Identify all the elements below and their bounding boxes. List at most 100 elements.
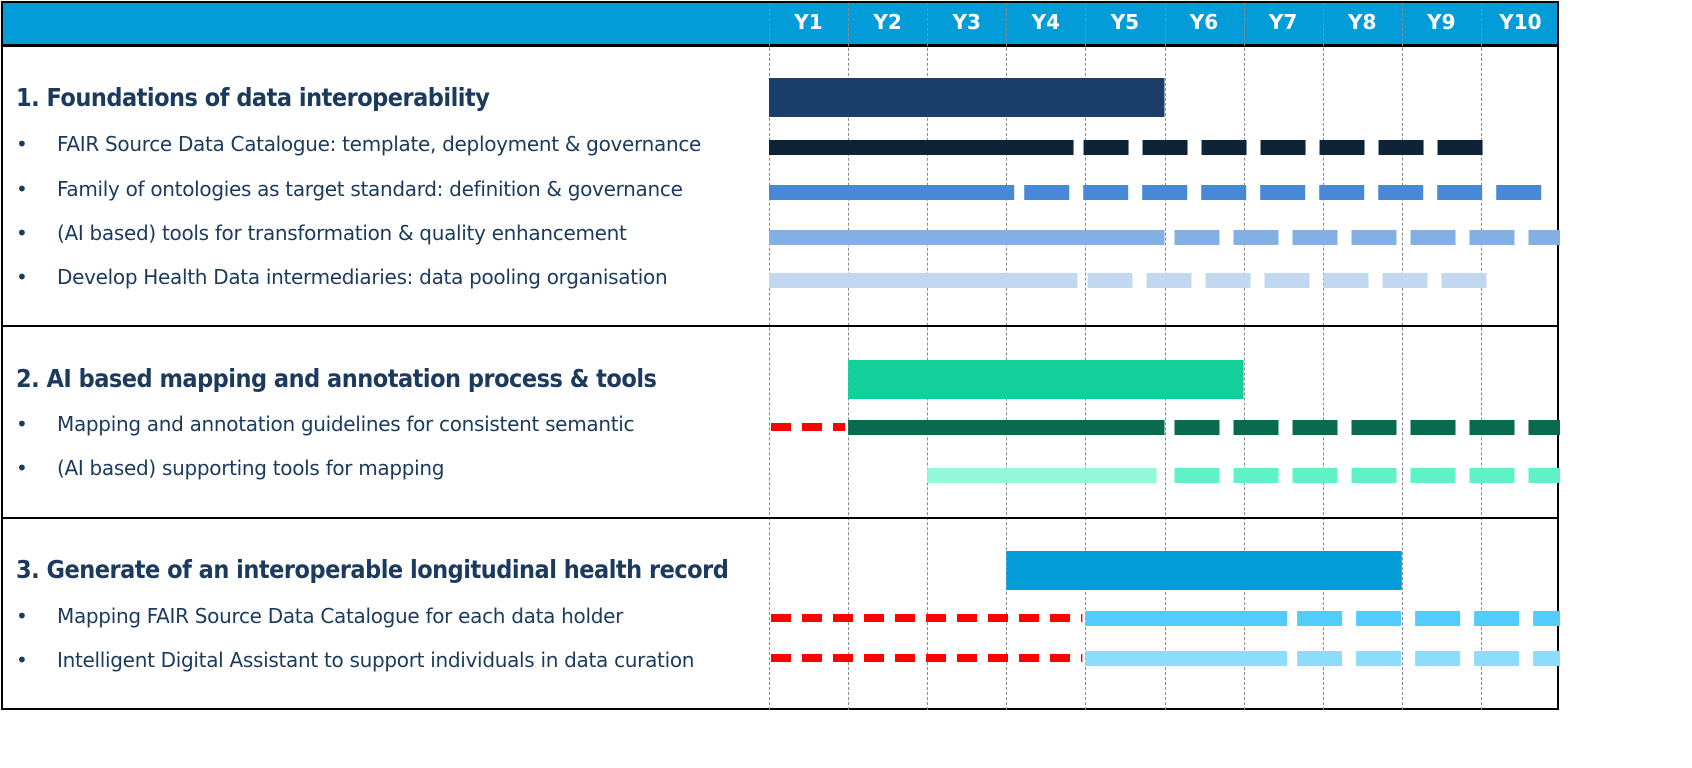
task-dash-segment bbox=[1323, 273, 1369, 288]
year-label: Y5 bbox=[1110, 10, 1140, 34]
task-dash-segment bbox=[1083, 185, 1129, 200]
task-dash-segment bbox=[1474, 611, 1520, 626]
year-label: Y8 bbox=[1347, 10, 1377, 34]
section-title: 1. Foundations of data interoperability bbox=[16, 83, 490, 112]
year-label: Y3 bbox=[952, 10, 981, 34]
task-dash-segment bbox=[1142, 185, 1188, 200]
year-label: Y1 bbox=[794, 10, 823, 34]
lead-in-dash bbox=[957, 654, 977, 662]
gridline bbox=[1085, 3, 1087, 710]
lead-in-dash bbox=[771, 654, 791, 662]
task-dash-segment bbox=[1174, 230, 1220, 245]
task-label-text: Intelligent Digital Assistant to support… bbox=[57, 648, 695, 672]
lead-in-dash bbox=[957, 614, 977, 622]
task-dash-segment bbox=[1351, 420, 1397, 435]
lead-in-dash bbox=[802, 423, 822, 431]
gridline bbox=[1322, 3, 1324, 710]
lead-in-dash bbox=[833, 654, 853, 662]
task-label: • (AI based) supporting tools for mapping bbox=[16, 456, 445, 480]
bullet-icon: • bbox=[16, 132, 28, 156]
task-dash-segment bbox=[1415, 611, 1461, 626]
task-dash-segment bbox=[1474, 651, 1520, 666]
task-label-text: Develop Health Data intermediaries: data… bbox=[57, 265, 668, 289]
task-label-text: Mapping FAIR Source Data Catalogue for e… bbox=[57, 604, 624, 628]
task-solid-bar bbox=[1085, 651, 1288, 666]
task-dash-segment bbox=[1264, 273, 1310, 288]
task-dash-segment bbox=[1410, 230, 1456, 245]
gridline bbox=[1164, 3, 1166, 710]
gridline bbox=[1006, 3, 1008, 710]
task-label: • Mapping and annotation guidelines for c… bbox=[16, 412, 635, 436]
year-label: Y9 bbox=[1427, 10, 1456, 34]
task-dash-segment bbox=[1496, 185, 1542, 200]
task-dash-segment bbox=[1533, 651, 1560, 666]
gridline bbox=[848, 3, 850, 710]
task-dash-segment bbox=[1201, 185, 1247, 200]
task-dash-segment bbox=[1024, 185, 1070, 200]
task-label-text: (AI based) tools for transformation & qu… bbox=[57, 221, 627, 245]
task-dash-segment bbox=[1528, 230, 1560, 245]
lead-in-dash bbox=[1019, 654, 1039, 662]
gridline bbox=[1480, 3, 1482, 710]
task-label: • Family of ontologies as target standard… bbox=[16, 177, 683, 201]
task-dash-segment bbox=[1292, 468, 1338, 483]
task-label-text: Mapping and annotation guidelines for co… bbox=[57, 412, 635, 436]
lead-in-dash bbox=[864, 614, 884, 622]
lead-in-dash bbox=[926, 614, 946, 622]
task-dash-segment bbox=[1292, 230, 1338, 245]
lead-in-dash bbox=[1050, 614, 1070, 622]
gridline bbox=[1243, 3, 1245, 710]
task-dash-segment bbox=[1378, 140, 1424, 155]
task-solid-bar bbox=[769, 273, 1078, 288]
task-dash-segment bbox=[1382, 273, 1428, 288]
year-label: Y10 bbox=[1499, 10, 1542, 34]
task-label-text: (AI based) supporting tools for mapping bbox=[57, 456, 445, 480]
task-dash-segment bbox=[1087, 273, 1133, 288]
task-dash-segment bbox=[1410, 420, 1456, 435]
task-label-text: Family of ontologies as target standard:… bbox=[57, 177, 683, 201]
chart-frame bbox=[1, 1, 1559, 710]
bullet-icon: • bbox=[16, 177, 28, 201]
bullet-icon: • bbox=[16, 412, 28, 436]
phase-bar bbox=[1006, 551, 1402, 590]
task-solid-bar bbox=[1085, 611, 1288, 626]
task-dash-segment bbox=[1415, 651, 1461, 666]
task-solid-bar bbox=[769, 140, 1074, 155]
task-dash-segment bbox=[1469, 420, 1515, 435]
task-label: • (AI based) tools for transformation & q… bbox=[16, 221, 627, 245]
bullet-icon: • bbox=[16, 604, 28, 628]
task-dash-segment bbox=[1292, 420, 1338, 435]
task-dash-segment bbox=[1205, 273, 1251, 288]
task-dash-segment bbox=[1297, 651, 1343, 666]
task-dash-segment bbox=[1174, 420, 1220, 435]
task-dash-segment bbox=[1174, 468, 1220, 483]
lead-in-dash bbox=[895, 654, 915, 662]
lead-in-dash bbox=[1081, 654, 1083, 662]
section-divider bbox=[1, 325, 1559, 327]
task-dash-segment bbox=[1437, 140, 1483, 155]
section-title: 2. AI based mapping and annotation proce… bbox=[16, 364, 657, 393]
lead-in-dash bbox=[988, 654, 1008, 662]
task-solid-bar bbox=[769, 185, 1015, 200]
section-divider bbox=[1, 517, 1559, 519]
lead-in-dash bbox=[988, 614, 1008, 622]
section-title: 3. Generate of an interoperable longitud… bbox=[16, 555, 729, 584]
task-dash-segment bbox=[1233, 230, 1279, 245]
task-dash-segment bbox=[1146, 273, 1192, 288]
bullet-icon: • bbox=[16, 456, 28, 480]
task-solid-bar bbox=[848, 420, 1165, 435]
task-solid-bar bbox=[927, 468, 1157, 483]
task-dash-segment bbox=[1351, 230, 1397, 245]
task-dash-segment bbox=[1260, 140, 1306, 155]
lead-in-dash bbox=[771, 614, 791, 622]
task-dash-segment bbox=[1410, 468, 1456, 483]
task-dash-segment bbox=[1083, 140, 1129, 155]
lead-in-dash bbox=[802, 654, 822, 662]
gridline bbox=[769, 3, 770, 710]
task-label-text: FAIR Source Data Catalogue: template, de… bbox=[57, 132, 702, 156]
task-dash-segment bbox=[1260, 185, 1306, 200]
task-dash-segment bbox=[1437, 185, 1483, 200]
task-label: • FAIR Source Data Catalogue: template, d… bbox=[16, 132, 701, 156]
task-dash-segment bbox=[1319, 140, 1365, 155]
task-solid-bar bbox=[769, 230, 1165, 245]
